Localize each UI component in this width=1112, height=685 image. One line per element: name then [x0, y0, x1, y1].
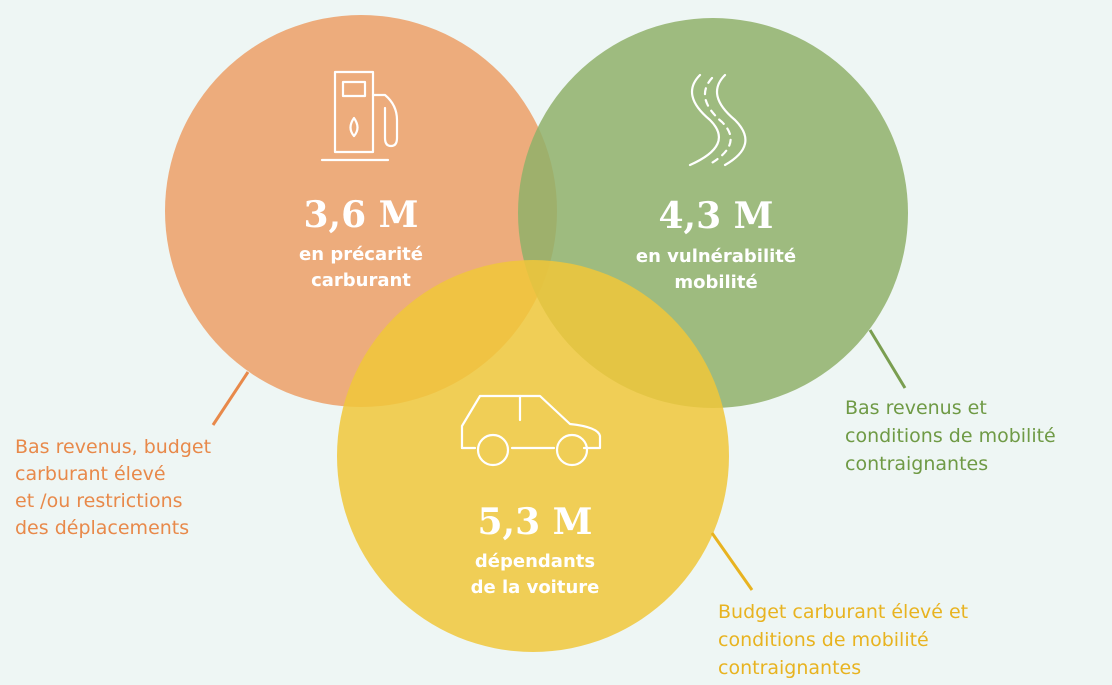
- circle-yellow: [337, 260, 729, 652]
- description: conditions de mobilité: [845, 425, 1056, 447]
- description: Budget carburant élevé et: [718, 601, 968, 623]
- circle-label: dépendants: [475, 551, 595, 572]
- leader-line: [868, 329, 907, 389]
- circle-label: en vulnérabilité: [636, 246, 796, 267]
- circle-label: en précarité: [299, 244, 423, 265]
- road-icon: [688, 73, 747, 167]
- description: contraignantes: [718, 657, 861, 679]
- description: Bas revenus, budget: [15, 436, 211, 458]
- car-icon: [460, 394, 602, 467]
- description: carburant élevé: [15, 463, 166, 485]
- circle-value: 5,3 M: [477, 501, 592, 543]
- circle-value: 3,6 M: [303, 194, 418, 236]
- description: contraignantes: [845, 453, 988, 475]
- fuel-pump-icon: [320, 70, 399, 162]
- leader-line: [211, 371, 250, 426]
- circle-label: mobilité: [674, 272, 757, 293]
- circle-value: 4,3 M: [658, 195, 773, 237]
- circle-label: carburant: [311, 270, 411, 291]
- description: conditions de mobilité: [718, 629, 929, 651]
- leader-line: [710, 532, 754, 591]
- description: et /ou restrictions: [15, 490, 183, 512]
- description: Bas revenus et: [845, 397, 987, 419]
- circle-label: de la voiture: [471, 577, 600, 598]
- description: des déplacements: [15, 517, 189, 539]
